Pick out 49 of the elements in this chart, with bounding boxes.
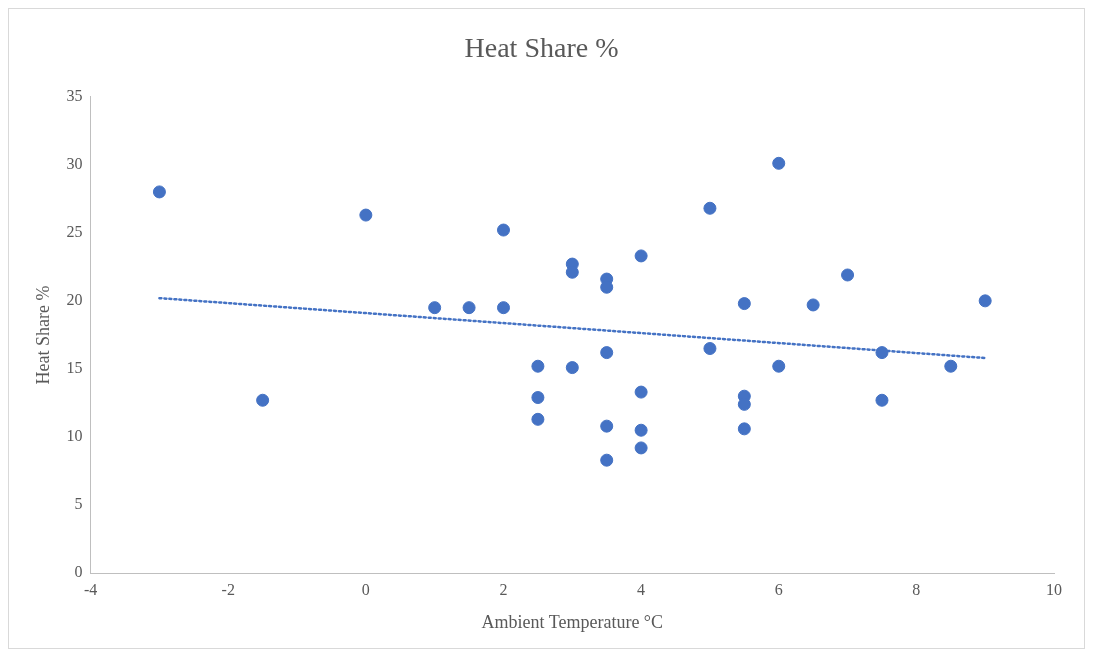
point	[841, 268, 855, 282]
point	[737, 297, 751, 311]
point	[531, 359, 545, 373]
chart-title: Heat Share %	[464, 32, 619, 64]
point	[772, 359, 786, 373]
y-tick-label: 25	[66, 222, 83, 240]
y-axis-title: Heat Share %	[32, 285, 53, 385]
point	[703, 342, 717, 356]
x-tick-label: 4	[637, 581, 646, 598]
x-tick-label: -2	[221, 581, 235, 598]
point	[496, 223, 510, 237]
point	[703, 201, 717, 215]
y-tick-label: 30	[66, 154, 83, 172]
x-axis-title: Ambient Temperature °C	[481, 611, 664, 632]
point	[256, 393, 270, 407]
y-tick-label: 15	[66, 359, 83, 377]
point	[531, 412, 545, 426]
point	[565, 361, 579, 375]
point	[944, 359, 958, 373]
point	[806, 298, 820, 312]
point	[428, 301, 442, 315]
x-tick-label: 0	[361, 581, 370, 598]
x-tick-label: 10	[1046, 581, 1062, 598]
point	[875, 393, 889, 407]
point	[634, 249, 648, 263]
y-tick-label: 5	[74, 495, 83, 513]
point	[737, 422, 751, 436]
point	[875, 346, 889, 360]
point	[359, 208, 373, 222]
point	[772, 156, 786, 170]
x-tick-label: -4	[83, 581, 98, 598]
point	[600, 453, 614, 467]
point	[600, 346, 614, 360]
point	[634, 423, 648, 437]
point	[152, 185, 166, 199]
x-tick-label: 6	[774, 581, 783, 598]
point	[634, 441, 648, 455]
point	[496, 301, 510, 315]
x-tick-label: 8	[912, 581, 921, 598]
y-tick-label: 20	[66, 291, 83, 309]
x-tick-label: 2	[499, 581, 508, 598]
point	[978, 294, 992, 308]
point	[600, 419, 614, 433]
point	[462, 301, 476, 315]
y-tick-label: 0	[74, 563, 83, 581]
y-tick-label: 35	[66, 86, 83, 104]
y-tick-label: 10	[66, 427, 83, 445]
point	[634, 385, 648, 399]
point	[531, 391, 545, 405]
